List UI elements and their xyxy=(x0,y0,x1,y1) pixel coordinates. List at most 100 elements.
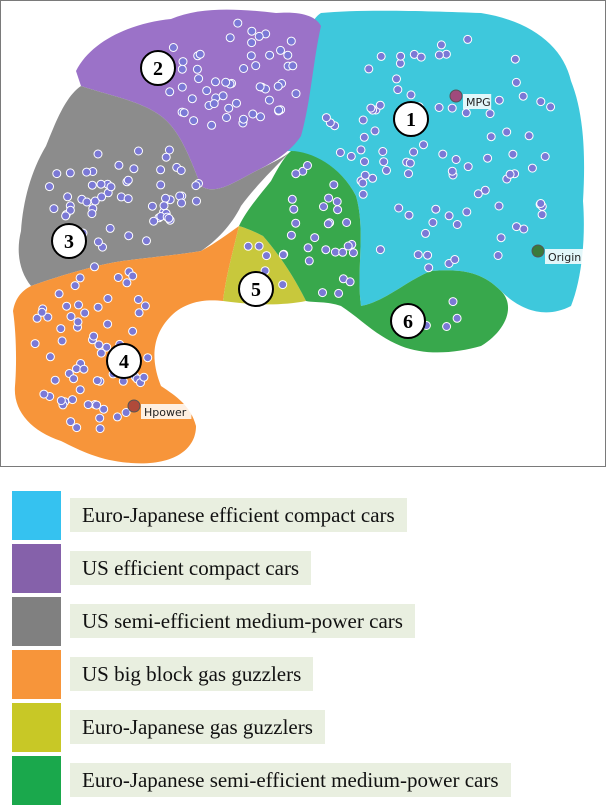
data-point xyxy=(404,210,414,220)
data-point xyxy=(75,385,85,395)
data-point xyxy=(264,95,274,105)
marker-label-bg xyxy=(463,94,492,109)
data-point xyxy=(494,95,504,105)
data-point xyxy=(56,324,66,334)
data-point xyxy=(134,308,144,318)
legend-swatch xyxy=(12,703,61,752)
data-point xyxy=(224,103,234,113)
marker-label: MPG xyxy=(466,96,491,109)
data-point xyxy=(334,288,344,298)
region-1 xyxy=(286,10,585,313)
data-point xyxy=(122,278,132,288)
marker-label-bg xyxy=(545,249,596,264)
data-point xyxy=(332,197,342,207)
data-point xyxy=(287,194,297,204)
cluster-badge-5 xyxy=(238,271,274,307)
data-point xyxy=(177,198,186,208)
data-point xyxy=(286,36,296,46)
data-point xyxy=(246,51,256,61)
data-point xyxy=(537,210,547,220)
data-point xyxy=(82,167,92,177)
data-point xyxy=(368,173,378,183)
data-point xyxy=(447,103,457,113)
data-point xyxy=(255,82,265,92)
data-point xyxy=(65,168,75,178)
data-point xyxy=(360,170,370,180)
data-point xyxy=(382,165,391,175)
data-point xyxy=(114,160,124,170)
data-point xyxy=(536,97,546,107)
data-point xyxy=(94,340,104,350)
data-point xyxy=(447,166,457,176)
data-point xyxy=(424,263,434,273)
data-point xyxy=(79,364,89,374)
cluster-badge-number: 1 xyxy=(406,109,416,131)
data-point xyxy=(95,424,105,434)
variable-marker-hpower xyxy=(127,399,141,413)
data-point xyxy=(392,74,401,84)
data-point xyxy=(168,43,178,52)
data-point xyxy=(288,61,298,71)
data-point xyxy=(207,120,217,130)
legend-swatch xyxy=(12,756,61,805)
data-point xyxy=(540,152,550,161)
data-point xyxy=(502,127,512,137)
data-point xyxy=(273,81,283,91)
data-point xyxy=(452,313,462,323)
data-point xyxy=(254,241,264,251)
data-point xyxy=(404,169,413,179)
legend-item-4: US big block gas guzzlers xyxy=(12,647,608,700)
data-point xyxy=(286,230,296,240)
data-point xyxy=(63,192,73,202)
data-point xyxy=(375,100,385,110)
legend-swatch xyxy=(12,597,61,646)
data-point xyxy=(218,91,228,101)
data-point xyxy=(161,152,171,162)
data-point xyxy=(348,248,358,258)
data-point xyxy=(37,307,47,317)
cluster-badge-number: 3 xyxy=(64,231,74,253)
data-point xyxy=(123,194,133,204)
data-point xyxy=(278,280,288,290)
data-point xyxy=(179,108,189,118)
cluster-badge-6 xyxy=(390,303,426,339)
data-point xyxy=(396,51,406,61)
data-point xyxy=(496,233,506,243)
cluster-map: MPG Origin Hpower 1 2 3 4 5 6 xyxy=(13,9,596,464)
data-point xyxy=(254,31,264,41)
cluster-badge-number: 2 xyxy=(153,58,163,80)
data-point xyxy=(187,94,197,104)
legend-label: US big block gas guzzlers xyxy=(70,657,314,691)
data-point xyxy=(434,103,444,112)
data-point xyxy=(462,207,472,217)
data-point xyxy=(209,99,219,109)
data-point xyxy=(139,372,149,382)
data-point xyxy=(438,149,448,159)
data-point xyxy=(546,102,556,112)
data-point xyxy=(434,50,444,60)
legend-item-2: US efficient compact cars xyxy=(12,541,608,594)
data-point xyxy=(149,216,159,226)
data-point xyxy=(177,64,187,74)
data-point xyxy=(92,376,102,386)
data-point xyxy=(409,147,419,157)
data-point xyxy=(356,145,366,155)
data-point xyxy=(57,336,67,346)
data-point xyxy=(165,87,175,97)
data-point xyxy=(450,255,460,264)
data-point xyxy=(128,271,138,281)
data-point xyxy=(232,98,241,108)
cluster-badge-4 xyxy=(106,343,142,379)
cluster-badge-number: 5 xyxy=(251,279,261,301)
region-3 xyxy=(18,86,291,286)
legend-label: US semi-efficient medium-power cars xyxy=(70,604,415,638)
data-point xyxy=(291,89,301,99)
data-point xyxy=(99,404,109,414)
legend-label: Euro-Japanese gas guzzlers xyxy=(70,710,325,744)
data-point xyxy=(123,175,133,185)
data-point xyxy=(483,153,493,163)
data-point xyxy=(103,319,113,329)
data-point xyxy=(524,131,534,141)
data-point xyxy=(45,182,54,192)
data-point xyxy=(265,50,275,60)
